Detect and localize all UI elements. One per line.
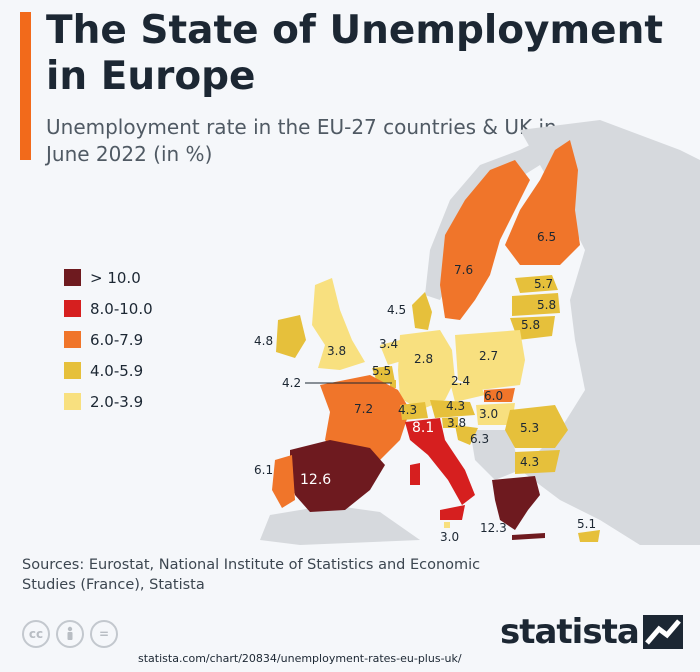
italy (405, 418, 475, 505)
person-icon[interactable] (56, 620, 84, 648)
label-estonia: 5.7 (534, 277, 553, 291)
label-slovakia: 6.0 (484, 389, 503, 403)
accent-bar (20, 12, 31, 160)
label-france: 7.2 (354, 402, 373, 416)
logo-mark-icon (642, 615, 683, 649)
legend-swatch (64, 393, 81, 410)
label-ireland: 4.8 (254, 334, 273, 348)
finland (505, 140, 580, 265)
label-hungary: 3.0 (479, 407, 498, 421)
label-bulgaria: 4.3 (520, 455, 539, 469)
legend-item-4-6: 4.0-5.9 (64, 355, 153, 386)
statista-logo[interactable]: statista (500, 612, 683, 652)
chart-subtitle: Unemployment rate in the EU-27 countries… (46, 115, 557, 166)
crete (512, 533, 545, 540)
north-africa (260, 505, 420, 545)
label-slovenia: 8.1 (412, 420, 434, 436)
greece (492, 476, 540, 530)
label-alpine: 4.3 (398, 403, 417, 417)
label-poland: 2.7 (479, 349, 498, 363)
label-romania: 5.3 (520, 421, 539, 435)
sweden (440, 160, 530, 320)
legend: > 10.0 8.0-10.0 6.0-7.9 4.0-5.9 2.0-3.9 (64, 262, 153, 417)
legend-item-2-4: 2.0-3.9 (64, 386, 153, 417)
legend-swatch (64, 331, 81, 348)
uk (312, 278, 365, 370)
austria (430, 400, 475, 418)
legend-label: 4.0-5.9 (90, 361, 144, 380)
legend-label: 6.0-7.9 (90, 330, 144, 349)
estonia (515, 275, 558, 293)
france (320, 375, 410, 460)
germany (398, 330, 455, 410)
label-austria: 4.3 (446, 399, 465, 413)
slovenia (442, 417, 458, 428)
legend-label: 2.0-3.9 (90, 392, 144, 411)
sicily (440, 505, 465, 520)
balkans-non-eu (470, 430, 520, 480)
romania (505, 405, 568, 448)
logo-text: statista (500, 612, 640, 652)
label-czechia: 2.4 (451, 374, 470, 388)
cyprus (578, 530, 600, 542)
label-malta: 3.0 (440, 530, 459, 544)
spain (290, 440, 385, 512)
label-cyprus: 5.1 (577, 517, 596, 531)
label-denmark: 4.5 (387, 303, 406, 317)
poland (455, 330, 525, 390)
denmark (412, 292, 432, 330)
non-eu-land (520, 120, 700, 545)
slovakia (484, 388, 515, 402)
equals-icon[interactable]: = (90, 620, 118, 648)
legend-label: 8.0-10.0 (90, 299, 153, 318)
label-luxembourg: 4.2 (282, 376, 301, 390)
label-serbia: 6.3 (470, 432, 489, 446)
legend-item-6-8: 6.0-7.9 (64, 324, 153, 355)
label-finland: 6.5 (537, 230, 556, 244)
legend-swatch (64, 300, 81, 317)
label-portugal: 6.1 (254, 463, 273, 477)
portugal (272, 455, 295, 508)
legend-item-gt10: > 10.0 (64, 262, 153, 293)
label-germany: 2.8 (414, 352, 433, 366)
source-url[interactable]: statista.com/chart/20834/unemployment-ra… (138, 652, 462, 665)
alpine-region (400, 402, 428, 420)
luxembourg (390, 380, 396, 388)
label-uk: 3.8 (327, 344, 346, 358)
czechia (450, 382, 485, 402)
label-greece: 12.3 (480, 521, 507, 535)
ireland (276, 315, 306, 358)
lithuania (510, 316, 555, 340)
bulgaria (515, 450, 560, 474)
legend-swatch (64, 269, 81, 286)
label-croatia: 3.8 (447, 416, 466, 430)
license-icons: cc = (22, 620, 118, 648)
latvia (512, 293, 560, 316)
label-lithuania: 5.8 (521, 318, 540, 332)
legend-label: > 10.0 (90, 268, 141, 287)
sardinia (410, 463, 420, 485)
label-belgium: 5.5 (372, 364, 391, 378)
cc-icon[interactable]: cc (22, 620, 50, 648)
legend-item-8-10: 8.0-10.0 (64, 293, 153, 324)
person-glyph (67, 626, 73, 640)
label-sweden: 7.6 (454, 263, 473, 277)
croatia (455, 425, 478, 445)
legend-swatch (64, 362, 81, 379)
chart-title: The State of Unemployment in Europe (46, 8, 663, 99)
label-latvia: 5.8 (537, 298, 556, 312)
malta (444, 522, 450, 528)
label-spain: 12.6 (300, 472, 331, 488)
sources-note: Sources: Eurostat, National Institute of… (22, 557, 481, 593)
hungary (476, 403, 515, 425)
label-netherlands: 3.4 (379, 337, 398, 351)
